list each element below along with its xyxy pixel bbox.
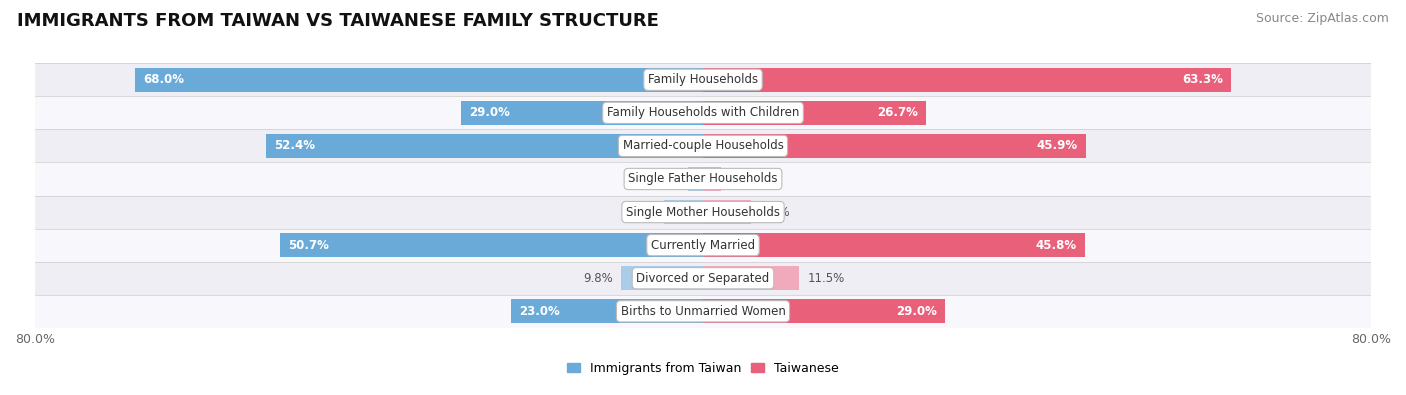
Bar bbox=[135, 68, 703, 92]
Text: 29.0%: 29.0% bbox=[896, 305, 936, 318]
Text: 45.9%: 45.9% bbox=[1036, 139, 1078, 152]
Text: Married-couple Households: Married-couple Households bbox=[623, 139, 783, 152]
Bar bbox=[664, 200, 703, 224]
Text: 45.8%: 45.8% bbox=[1036, 239, 1077, 252]
Bar bbox=[35, 196, 1371, 229]
Text: 23.0%: 23.0% bbox=[519, 305, 560, 318]
Text: 9.8%: 9.8% bbox=[583, 272, 613, 285]
Bar bbox=[280, 233, 703, 257]
Bar bbox=[35, 96, 1371, 130]
Bar bbox=[703, 68, 1232, 92]
Text: 11.5%: 11.5% bbox=[807, 272, 845, 285]
Bar bbox=[703, 200, 751, 224]
Bar bbox=[688, 167, 703, 191]
Bar bbox=[35, 63, 1371, 96]
Bar bbox=[35, 261, 1371, 295]
Bar bbox=[266, 134, 703, 158]
Text: Family Households with Children: Family Households with Children bbox=[607, 106, 799, 119]
Text: Family Households: Family Households bbox=[648, 73, 758, 86]
Bar bbox=[35, 295, 1371, 328]
Bar bbox=[703, 134, 1087, 158]
Text: 2.2%: 2.2% bbox=[730, 173, 759, 186]
Bar bbox=[703, 101, 927, 125]
Bar bbox=[703, 299, 945, 323]
Text: Currently Married: Currently Married bbox=[651, 239, 755, 252]
Text: 4.7%: 4.7% bbox=[626, 205, 655, 218]
Bar bbox=[510, 299, 703, 323]
Text: 29.0%: 29.0% bbox=[470, 106, 510, 119]
Bar bbox=[461, 101, 703, 125]
Bar bbox=[703, 233, 1085, 257]
Text: IMMIGRANTS FROM TAIWAN VS TAIWANESE FAMILY STRUCTURE: IMMIGRANTS FROM TAIWAN VS TAIWANESE FAMI… bbox=[17, 12, 659, 30]
Text: 63.3%: 63.3% bbox=[1182, 73, 1223, 86]
Legend: Immigrants from Taiwan, Taiwanese: Immigrants from Taiwan, Taiwanese bbox=[562, 357, 844, 380]
Text: Divorced or Separated: Divorced or Separated bbox=[637, 272, 769, 285]
Text: Source: ZipAtlas.com: Source: ZipAtlas.com bbox=[1256, 12, 1389, 25]
Bar bbox=[35, 162, 1371, 196]
Bar bbox=[35, 130, 1371, 162]
Bar bbox=[35, 229, 1371, 261]
Text: Single Mother Households: Single Mother Households bbox=[626, 205, 780, 218]
Text: 50.7%: 50.7% bbox=[288, 239, 329, 252]
Text: 52.4%: 52.4% bbox=[274, 139, 315, 152]
Text: 26.7%: 26.7% bbox=[877, 106, 918, 119]
Text: 1.8%: 1.8% bbox=[650, 173, 679, 186]
Bar bbox=[703, 266, 799, 290]
Bar bbox=[703, 167, 721, 191]
Text: Single Father Households: Single Father Households bbox=[628, 173, 778, 186]
Text: Births to Unmarried Women: Births to Unmarried Women bbox=[620, 305, 786, 318]
Text: 5.8%: 5.8% bbox=[759, 205, 789, 218]
Text: 68.0%: 68.0% bbox=[143, 73, 184, 86]
Bar bbox=[621, 266, 703, 290]
